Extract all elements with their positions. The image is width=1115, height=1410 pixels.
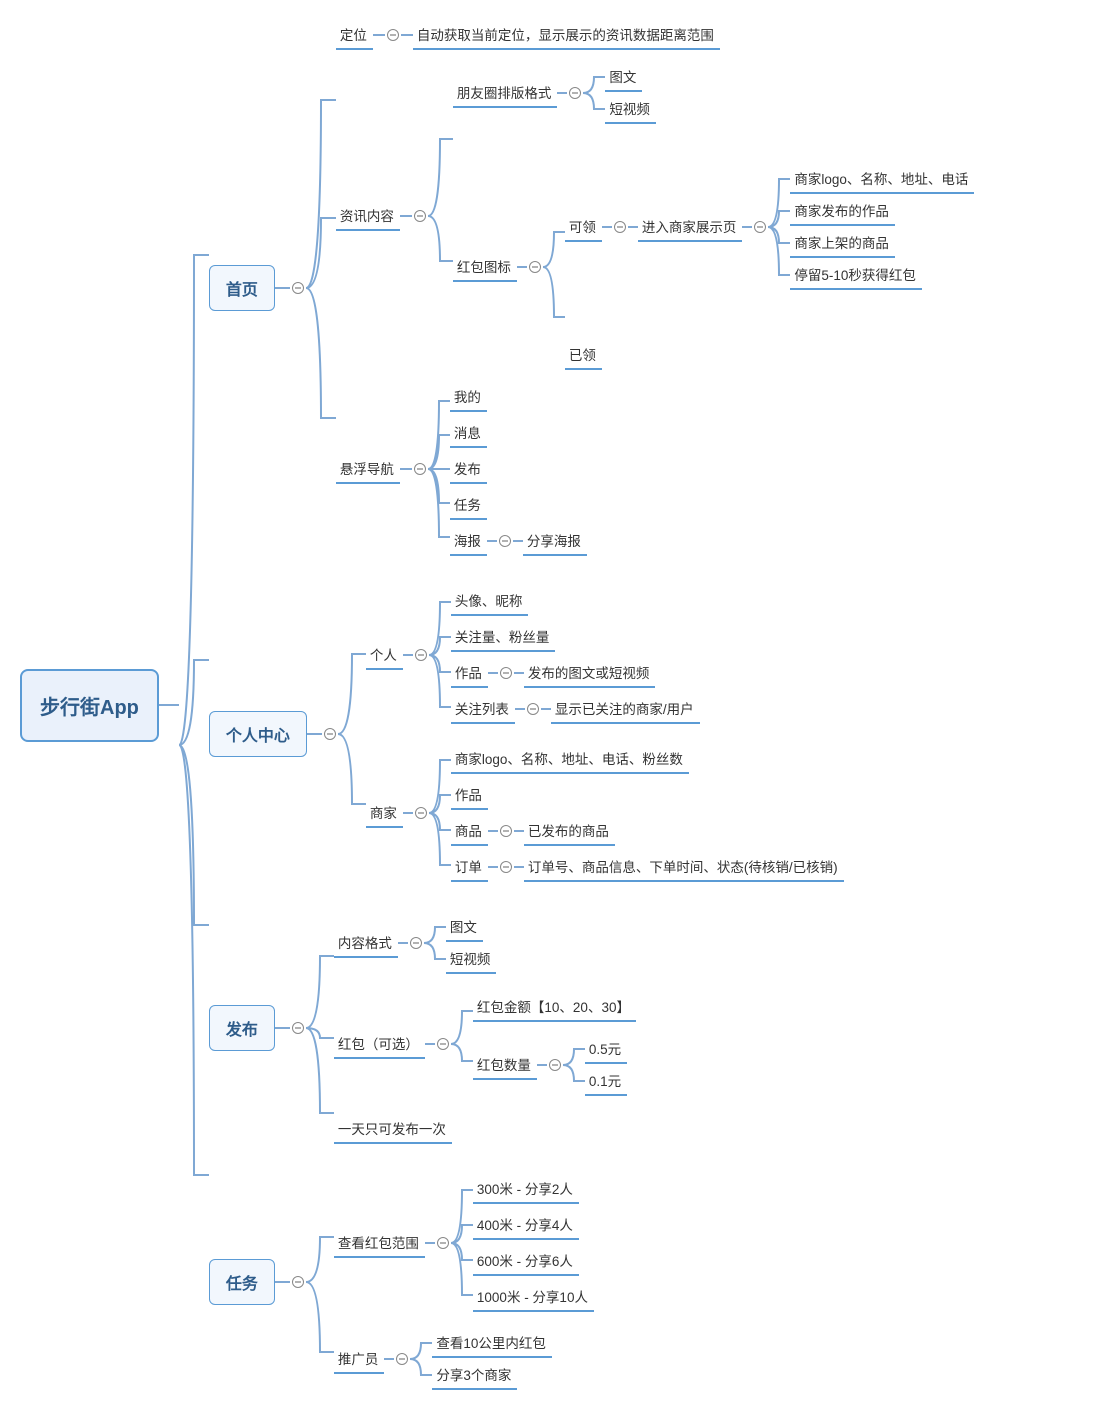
node-m3[interactable]: 商品 bbox=[451, 816, 488, 846]
node-p2: 关注量、粉丝量 bbox=[451, 622, 556, 652]
toggle-icon[interactable] bbox=[529, 261, 541, 273]
node-content[interactable]: 资讯内容 bbox=[336, 201, 400, 231]
row-locate: 定位 自动获取当前定位，显示展示的资讯数据距离范围 bbox=[336, 20, 975, 50]
toggle-icon[interactable] bbox=[414, 463, 426, 475]
node-merchant[interactable]: 商家 bbox=[366, 798, 403, 828]
node-publish[interactable]: 发布 bbox=[209, 1005, 275, 1051]
node-nav1: 我的 bbox=[450, 382, 487, 412]
node-red[interactable]: 红包（可选） bbox=[334, 1029, 425, 1059]
node-r4: 1000米 - 分享10人 bbox=[473, 1282, 594, 1312]
node-red-can[interactable]: 可领 bbox=[565, 212, 602, 242]
node-pr2: 分享3个商家 bbox=[432, 1360, 517, 1390]
toggle-icon[interactable] bbox=[437, 1237, 449, 1249]
toggle-icon[interactable] bbox=[292, 1276, 304, 1288]
node-enter-shop[interactable]: 进入商家展示页 bbox=[638, 212, 743, 242]
toggle-icon[interactable] bbox=[414, 210, 426, 222]
toggle-icon[interactable] bbox=[500, 667, 512, 679]
node-nav2: 消息 bbox=[450, 418, 487, 448]
root-bracket bbox=[179, 105, 209, 1305]
branch-task: 任务 查看红包范围 300米 - 分享2人 400米 - 分享4人 bbox=[209, 1174, 975, 1390]
node-redicon[interactable]: 红包图标 bbox=[453, 252, 517, 282]
node-m1: 商家logo、名称、地址、电话、粉丝数 bbox=[451, 744, 689, 774]
row-floatnav: 悬浮导航 我的 消息 发布 任务 海报 bbox=[336, 382, 975, 556]
toggle-icon[interactable] bbox=[499, 535, 511, 547]
toggle-icon[interactable] bbox=[292, 282, 304, 294]
toggle-icon[interactable] bbox=[527, 703, 539, 715]
node-nav4: 任务 bbox=[450, 490, 487, 520]
node-p4-desc: 显示已关注的商家/用户 bbox=[551, 694, 700, 724]
toggle-icon[interactable] bbox=[396, 1353, 408, 1365]
node-shop1: 商家logo、名称、地址、电话 bbox=[790, 164, 974, 194]
node-nav3: 发布 bbox=[450, 454, 487, 484]
node-locate-desc: 自动获取当前定位，显示展示的资讯数据距离范围 bbox=[413, 20, 720, 50]
node-nav5[interactable]: 海报 bbox=[450, 526, 487, 556]
node-personal[interactable]: 个人 bbox=[366, 640, 403, 670]
node-r3: 600米 - 分享6人 bbox=[473, 1246, 579, 1276]
toggle-icon[interactable] bbox=[614, 221, 626, 233]
node-p3[interactable]: 作品 bbox=[451, 658, 488, 688]
node-pr1: 查看10公里内红包 bbox=[432, 1328, 552, 1358]
node-r1: 300米 - 分享2人 bbox=[473, 1174, 579, 1204]
node-nav5-desc: 分享海报 bbox=[523, 526, 587, 556]
toggle-icon[interactable] bbox=[292, 1022, 304, 1034]
node-r2: 400米 - 分享4人 bbox=[473, 1210, 579, 1240]
node-layout-b: 短视频 bbox=[605, 94, 656, 124]
node-m4-desc: 订单号、商品信息、下单时间、状态(待核销/已核销) bbox=[524, 852, 844, 882]
node-shop4: 停留5-10秒获得红包 bbox=[790, 260, 922, 290]
toggle-icon[interactable] bbox=[415, 807, 427, 819]
node-floatnav[interactable]: 悬浮导航 bbox=[336, 454, 400, 484]
node-p4[interactable]: 关注列表 bbox=[451, 694, 515, 724]
node-r-count[interactable]: 红包数量 bbox=[473, 1050, 537, 1080]
toggle-icon[interactable] bbox=[410, 937, 422, 949]
node-layout-a: 图文 bbox=[605, 62, 642, 92]
node-task[interactable]: 任务 bbox=[209, 1259, 275, 1305]
node-f2: 短视频 bbox=[446, 944, 497, 974]
node-once: 一天只可发布一次 bbox=[334, 1114, 452, 1144]
node-red-done: 已领 bbox=[565, 340, 602, 370]
toggle-icon[interactable] bbox=[549, 1059, 561, 1071]
toggle-icon[interactable] bbox=[387, 29, 399, 41]
node-r-amount: 红包金额【10、20、30】 bbox=[473, 992, 636, 1022]
branch-publish: 发布 内容格式 图文 短视频 bbox=[209, 912, 975, 1144]
node-m4[interactable]: 订单 bbox=[451, 852, 488, 882]
toggle-icon[interactable] bbox=[500, 825, 512, 837]
toggle-icon[interactable] bbox=[415, 649, 427, 661]
node-f1: 图文 bbox=[446, 912, 483, 942]
node-p1: 头像、昵称 bbox=[451, 586, 529, 616]
toggle-icon[interactable] bbox=[437, 1038, 449, 1050]
node-shop2: 商家发布的作品 bbox=[790, 196, 895, 226]
node-format[interactable]: 内容格式 bbox=[334, 928, 398, 958]
node-layout[interactable]: 朋友圈排版格式 bbox=[453, 78, 558, 108]
node-locate[interactable]: 定位 bbox=[336, 20, 373, 50]
node-m3-desc: 已发布的商品 bbox=[524, 816, 615, 846]
row-content: 资讯内容 朋友圈排版格式 bbox=[336, 62, 975, 370]
node-home[interactable]: 首页 bbox=[209, 265, 275, 311]
node-rc2: 0.1元 bbox=[585, 1066, 627, 1096]
toggle-icon[interactable] bbox=[754, 221, 766, 233]
node-m2: 作品 bbox=[451, 780, 488, 810]
node-p3-desc: 发布的图文或短视频 bbox=[524, 658, 656, 688]
branch-home: 首页 定位 自动获取当前定位，显示展示的资讯数据距离范围 资讯内容 bbox=[209, 20, 975, 556]
toggle-icon[interactable] bbox=[324, 728, 336, 740]
node-promoter[interactable]: 推广员 bbox=[334, 1344, 385, 1374]
root-node[interactable]: 步行街App bbox=[20, 669, 159, 742]
node-rc1: 0.5元 bbox=[585, 1034, 627, 1064]
mindmap-root: 步行街App 首页 定位 自动获取当前定位，显示展示的资讯数据距离范围 bbox=[20, 20, 1095, 1390]
toggle-icon[interactable] bbox=[500, 861, 512, 873]
node-profile[interactable]: 个人中心 bbox=[209, 711, 307, 757]
connector-line bbox=[159, 704, 179, 706]
node-shop3: 商家上架的商品 bbox=[790, 228, 895, 258]
node-range[interactable]: 查看红包范围 bbox=[334, 1228, 425, 1258]
toggle-icon[interactable] bbox=[569, 87, 581, 99]
branch-profile: 个人中心 个人 头像、昵称 关注量、粉丝量 bbox=[209, 586, 975, 882]
